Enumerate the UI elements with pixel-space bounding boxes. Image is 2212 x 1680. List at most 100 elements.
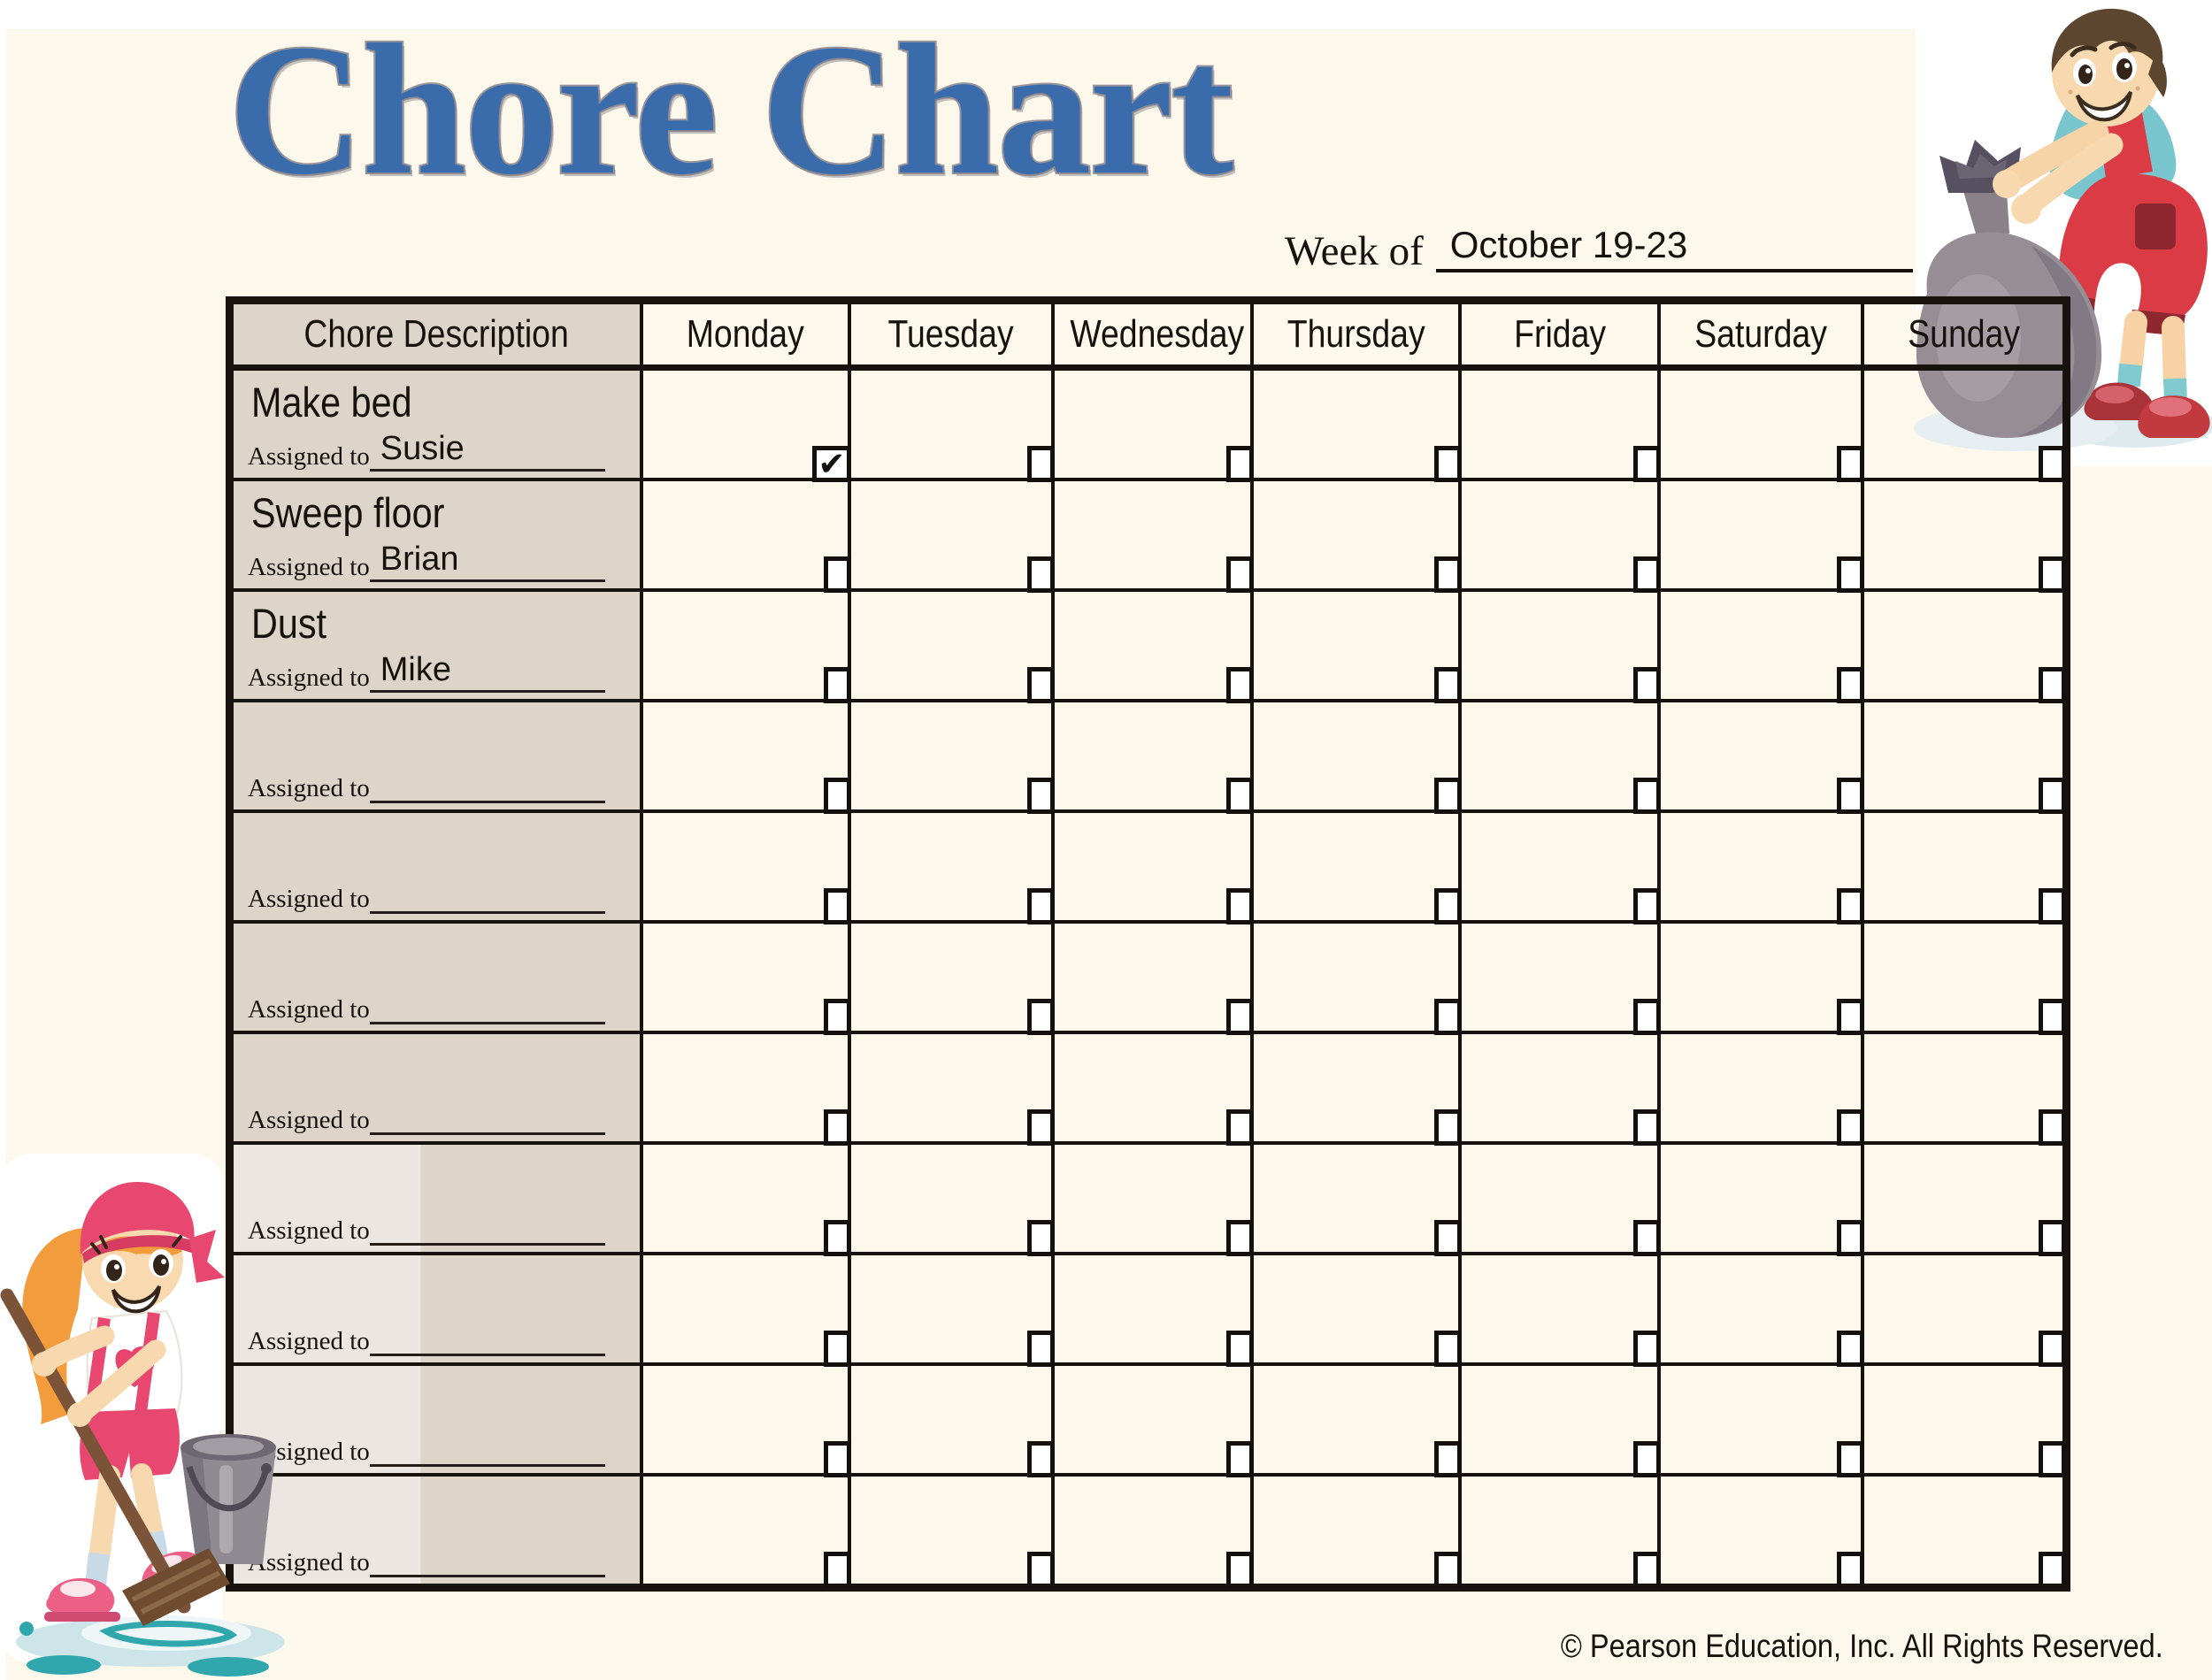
- assignee-name[interactable]: [369, 1425, 605, 1467]
- checkbox[interactable]: [2039, 1331, 2066, 1367]
- checkbox[interactable]: [1434, 1220, 1463, 1256]
- checkbox[interactable]: [1026, 1552, 1055, 1588]
- checkbox[interactable]: [1633, 1441, 1662, 1477]
- assignee-name[interactable]: [369, 872, 605, 914]
- checkbox[interactable]: [1837, 1552, 1865, 1588]
- checkbox[interactable]: [1026, 667, 1055, 703]
- checkbox[interactable]: [1633, 999, 1662, 1035]
- checkbox[interactable]: [2039, 667, 2066, 703]
- table-header-row: Chore Description Monday Tuesday Wednesd…: [227, 298, 2069, 371]
- day-cell: [639, 1362, 851, 1477]
- assigned-to-label: Assigned to: [248, 1106, 370, 1134]
- checkbox[interactable]: [1837, 667, 1865, 703]
- checkbox-checked[interactable]: ✔: [811, 446, 851, 482]
- checkbox[interactable]: [1837, 1331, 1865, 1367]
- checkbox[interactable]: [1434, 1109, 1463, 1146]
- checkbox[interactable]: [1026, 1441, 1055, 1477]
- checkbox[interactable]: [1434, 999, 1463, 1035]
- checkbox[interactable]: [1434, 667, 1463, 703]
- checkbox[interactable]: [2039, 1552, 2066, 1588]
- assignee-name[interactable]: [369, 1315, 605, 1356]
- assignee-name[interactable]: [369, 1093, 605, 1135]
- checkbox[interactable]: [1026, 446, 1055, 482]
- checkbox[interactable]: [1633, 556, 1662, 593]
- assignee-name[interactable]: Mike: [369, 651, 605, 693]
- assignee-name[interactable]: Susie: [369, 430, 605, 472]
- day-cell: [1657, 1473, 1865, 1590]
- checkbox[interactable]: [1434, 556, 1463, 593]
- checkbox[interactable]: [1633, 778, 1662, 814]
- checkbox[interactable]: [1226, 778, 1255, 814]
- assigned-to-line: Assigned to: [248, 983, 605, 1024]
- checkbox[interactable]: [1633, 1109, 1662, 1146]
- checkbox[interactable]: [823, 1331, 851, 1367]
- checkbox[interactable]: [1026, 1220, 1055, 1256]
- checkbox[interactable]: [1837, 888, 1865, 924]
- checkbox[interactable]: [1633, 667, 1662, 703]
- checkbox[interactable]: [2039, 999, 2066, 1035]
- checkbox[interactable]: [1026, 556, 1055, 593]
- checkbox[interactable]: [1633, 888, 1662, 924]
- checkbox[interactable]: [2039, 1441, 2066, 1477]
- checkbox[interactable]: [1837, 556, 1865, 593]
- checkbox[interactable]: [823, 1441, 851, 1477]
- checkbox[interactable]: [823, 778, 851, 814]
- checkbox[interactable]: [1434, 1441, 1463, 1477]
- checkbox[interactable]: [1633, 1220, 1662, 1256]
- checkbox[interactable]: [1226, 1552, 1255, 1588]
- chore-row: Sweep floor Assigned to Brian: [227, 478, 2069, 593]
- checkbox[interactable]: [823, 1220, 851, 1256]
- checkbox[interactable]: [1633, 1552, 1662, 1588]
- assignee-name[interactable]: [369, 1536, 605, 1577]
- checkbox[interactable]: [1633, 446, 1662, 482]
- checkbox[interactable]: [1837, 1220, 1865, 1256]
- assignee-name[interactable]: [369, 983, 605, 1024]
- checkbox[interactable]: [1226, 1220, 1255, 1256]
- checkbox[interactable]: [1434, 446, 1463, 482]
- checkbox[interactable]: [1226, 999, 1255, 1035]
- checkbox[interactable]: [1226, 1331, 1255, 1367]
- checkbox[interactable]: [1434, 888, 1463, 924]
- checkbox[interactable]: [1226, 1441, 1255, 1477]
- checkbox[interactable]: [1026, 1331, 1055, 1367]
- checkbox[interactable]: [2039, 556, 2066, 593]
- checkbox[interactable]: [2039, 446, 2066, 482]
- checkbox[interactable]: [2039, 1220, 2066, 1256]
- checkbox[interactable]: [2039, 778, 2066, 814]
- checkbox[interactable]: [1226, 888, 1255, 924]
- checkbox[interactable]: [1226, 1109, 1255, 1146]
- checkbox[interactable]: [823, 1109, 851, 1146]
- checkbox[interactable]: [1837, 1109, 1865, 1146]
- checkbox[interactable]: [1837, 1441, 1865, 1477]
- checkbox[interactable]: [1226, 446, 1255, 482]
- assignee-name[interactable]: [369, 762, 605, 803]
- checkbox[interactable]: [823, 999, 851, 1035]
- checkbox[interactable]: [1434, 1331, 1463, 1367]
- checkbox[interactable]: [823, 667, 851, 703]
- checkbox[interactable]: [1633, 1331, 1662, 1367]
- assignee-name[interactable]: Brian: [369, 541, 605, 582]
- checkbox[interactable]: [1026, 888, 1055, 924]
- day-cell: [1050, 478, 1255, 593]
- checkbox[interactable]: [1434, 1552, 1463, 1588]
- checkbox[interactable]: [1026, 1109, 1055, 1146]
- checkbox[interactable]: [1837, 778, 1865, 814]
- assignee-name[interactable]: [369, 1204, 605, 1246]
- checkbox[interactable]: [1226, 556, 1255, 593]
- checkbox[interactable]: [1026, 778, 1055, 814]
- checkbox[interactable]: [823, 888, 851, 924]
- checkbox[interactable]: [823, 556, 851, 593]
- assigned-to-label: Assigned to: [248, 442, 370, 471]
- checkbox[interactable]: [1226, 667, 1255, 703]
- checkbox[interactable]: [1837, 999, 1865, 1035]
- checkbox[interactable]: [2039, 1109, 2066, 1146]
- day-cell: [1050, 1252, 1255, 1367]
- assigned-to-label: Assigned to: [248, 1327, 370, 1355]
- week-of-value[interactable]: October 19-23: [1435, 224, 1913, 272]
- day-cell: [1050, 1473, 1255, 1590]
- checkbox[interactable]: [2039, 888, 2066, 924]
- checkbox[interactable]: [1026, 999, 1055, 1035]
- checkbox[interactable]: [1434, 778, 1463, 814]
- checkbox[interactable]: [1837, 446, 1865, 482]
- checkbox[interactable]: [823, 1552, 851, 1588]
